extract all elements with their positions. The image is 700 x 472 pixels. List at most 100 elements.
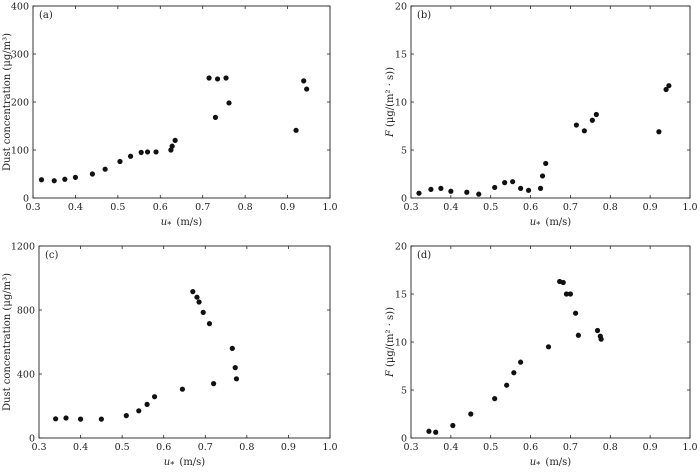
- data-point: [206, 75, 212, 81]
- data-point: [223, 75, 229, 81]
- data-point: [426, 428, 432, 434]
- x-tick-label: 1.0: [322, 442, 337, 453]
- data-point: [169, 143, 175, 149]
- data-point: [211, 381, 217, 387]
- plot-frame: [32, 5, 331, 199]
- x-tick-label: 0.9: [281, 442, 296, 453]
- x-tick-label: 0.5: [483, 202, 498, 213]
- x-tick-label: 0.9: [280, 202, 295, 213]
- x-tick-label: 0.9: [643, 202, 658, 213]
- y-tick-label: 15: [395, 50, 407, 61]
- x-axis-label: u* (m/s): [161, 217, 203, 230]
- data-point: [38, 177, 45, 183]
- data-point: [144, 401, 150, 407]
- panel-a: 0.3 0.4 0.5 0.6 0.7 0.8 0.9 1.0 0 100 200 300 400 (a)…: [2, 2, 338, 230]
- data-point: [232, 365, 238, 371]
- plot-frame: [38, 245, 331, 439]
- x-tick-label: 0.7: [563, 202, 578, 213]
- data-point: [438, 185, 444, 191]
- x-axis-label: u* (m/s): [164, 457, 206, 470]
- data-point: [468, 411, 474, 417]
- data-point: [656, 129, 662, 135]
- data-point: [214, 76, 221, 82]
- data-point: [567, 291, 574, 297]
- data-point: [416, 190, 422, 196]
- y-tick-label: 400: [17, 370, 35, 381]
- data-point: [89, 171, 95, 177]
- data-point: [196, 299, 202, 305]
- data-point: [127, 153, 134, 159]
- y-axis-label: F(μg/(m² · s)): [385, 307, 396, 378]
- y-tick-label: 10: [395, 338, 407, 349]
- data-point: [212, 114, 219, 120]
- data-point: [545, 344, 552, 350]
- x-tick-label: 0.4: [443, 202, 458, 213]
- data-point: [589, 117, 595, 123]
- x-tick-label: 0.8: [239, 442, 254, 453]
- data-point: [102, 166, 108, 172]
- x-tick-label: 0.3: [31, 442, 46, 453]
- x-tick-label: 0.6: [153, 202, 168, 213]
- data-point: [301, 78, 307, 84]
- y-tick-label: 5: [401, 386, 407, 397]
- data-point: [560, 279, 566, 286]
- x-tick-label: 0.4: [68, 202, 83, 213]
- data-point: [304, 86, 310, 92]
- data-point: [428, 186, 434, 192]
- data-point: [123, 413, 129, 419]
- x-tick-label: 0.6: [156, 442, 171, 453]
- data-point: [511, 370, 517, 376]
- data-point: [492, 184, 498, 191]
- data-point: [539, 173, 546, 179]
- x-axis-label: u* (m/s): [530, 457, 572, 470]
- x-tick-label: 0.6: [523, 442, 538, 453]
- data-point: [518, 185, 524, 191]
- y-tick-label: 200: [11, 98, 29, 109]
- y-tick-label: 20: [395, 2, 407, 13]
- panel-tag: (d): [417, 250, 431, 261]
- panel-b: 0.3 0.4 0.5 0.6 0.7 0.8 0.9 1.0 0 5 10 15 20 (b) u* (m…: [385, 2, 698, 230]
- data-point: [293, 127, 299, 133]
- data-point: [53, 416, 59, 422]
- y-tick-label: 800: [17, 306, 35, 317]
- data-point: [663, 86, 669, 93]
- data-point: [492, 396, 498, 402]
- data-point: [200, 309, 206, 315]
- x-tick-label: 0.7: [563, 442, 578, 453]
- data-point: [448, 188, 454, 194]
- data-point: [136, 408, 142, 414]
- x-tick-label: 0.3: [403, 442, 418, 453]
- data-point: [594, 327, 601, 334]
- x-tick-label: 0.8: [238, 202, 253, 213]
- panel-tag: (a): [39, 10, 53, 21]
- data-point: [476, 191, 482, 197]
- data-point: [575, 332, 582, 338]
- data-point: [229, 345, 235, 351]
- y-tick-label: 5: [401, 146, 407, 157]
- y-tick-label: 0: [23, 194, 29, 205]
- y-tick-label: 0: [29, 434, 35, 445]
- data-point: [63, 415, 69, 421]
- plot-frame: [410, 245, 691, 439]
- data-point: [190, 289, 196, 295]
- x-tick-label: 0.7: [195, 202, 210, 213]
- data-point: [537, 185, 544, 191]
- panel-tag: (c): [45, 250, 59, 261]
- data-point: [563, 291, 570, 297]
- data-point: [172, 137, 178, 143]
- data-point: [581, 128, 587, 134]
- data-point: [593, 111, 599, 118]
- panel-tag: (b): [417, 10, 431, 21]
- x-tick-label: 0.8: [603, 442, 618, 453]
- data-point: [117, 158, 123, 165]
- y-tick-label: 10: [395, 98, 407, 109]
- panel-d: 0.3 0.4 0.5 0.6 0.7 0.8 0.9 1.0 0 5 10 15 20 (d) u* (m…: [385, 242, 698, 470]
- data-point: [573, 310, 579, 316]
- data-point: [179, 386, 186, 392]
- x-tick-label: 0.6: [523, 202, 538, 213]
- y-tick-label: 20: [395, 242, 407, 253]
- x-tick-label: 1.0: [322, 202, 337, 213]
- y-tick-label: 15: [395, 290, 407, 301]
- y-axis-label: Dust concentration (μg/m³): [2, 33, 13, 171]
- panel-c: 0.3 0.4 0.5 0.6 0.7 0.8 0.9 1.0 0 400 800 1200 (c) u*…: [2, 242, 338, 470]
